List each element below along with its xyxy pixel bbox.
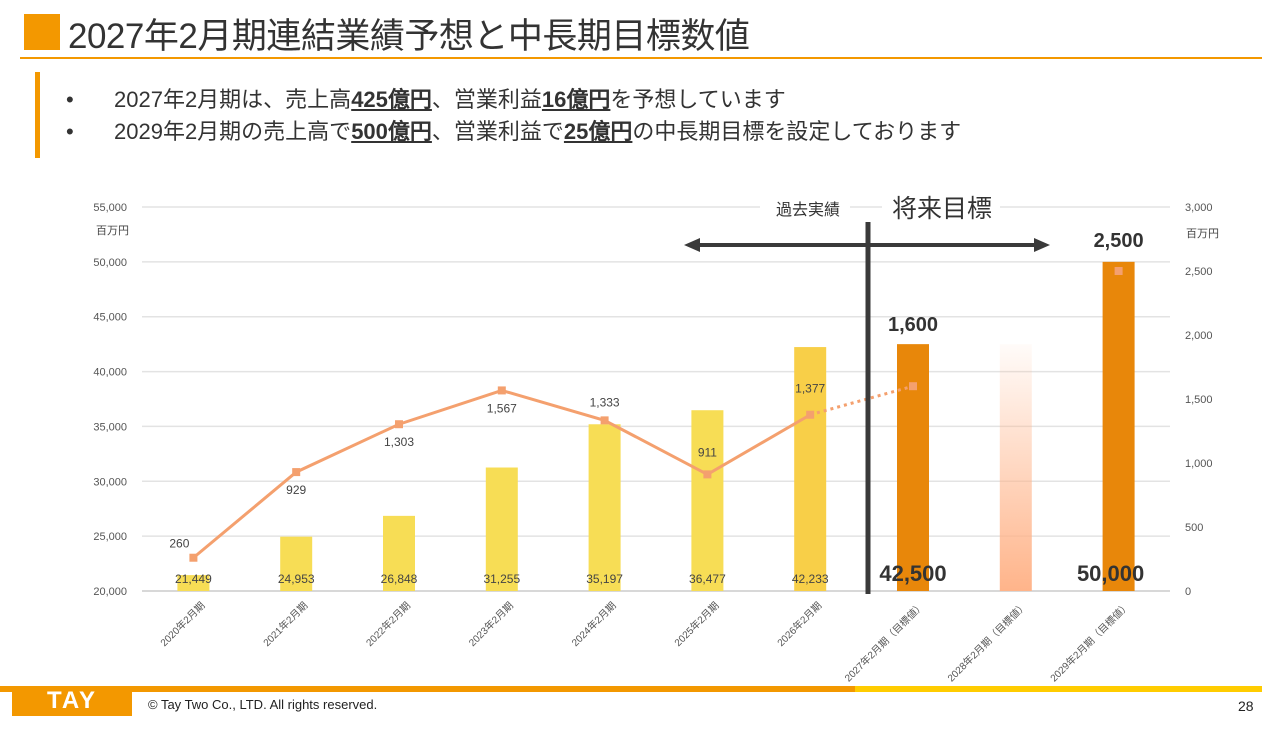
chart: 20,000 25,000 30,000 35,000 40,000 45,000 50,0… xyxy=(93,190,1219,685)
bar xyxy=(588,424,621,591)
bar-value-label: 21,449 xyxy=(175,572,212,586)
bar xyxy=(280,536,313,591)
bullet-emphasis: 25億円 xyxy=(563,119,633,144)
page-title: 2027年2月期連結業績予想と中長期目標数値 xyxy=(68,17,750,56)
left-tick-label: 45,000 xyxy=(93,312,127,324)
left-tick-label: 55,000 xyxy=(93,202,127,214)
left-tick-label: 50,000 xyxy=(93,257,127,269)
bar-value-label: 36,477 xyxy=(689,572,726,586)
left-tick-label: 30,000 xyxy=(93,476,127,488)
bullet-emphasis: 16億円 xyxy=(541,87,611,112)
category-label: 2023年2月期 xyxy=(466,599,516,649)
bullet-text: 2027年2月期は、売上高 xyxy=(114,87,352,112)
right-tick-label: 0 xyxy=(1185,586,1191,598)
bullet-list: 2027年2月期は、売上高425億円、営業利益16億円を予想しています 2029… xyxy=(66,84,961,148)
line-marker xyxy=(909,382,917,391)
category-label: 2022年2月期 xyxy=(363,599,413,649)
bullet-text: 、営業利益 xyxy=(431,87,542,112)
bullet-text: 、営業利益で xyxy=(431,119,564,144)
category-label: 2029年2月期（目標値） xyxy=(1047,599,1132,684)
category-label: 2025年2月期 xyxy=(671,599,721,649)
line-marker xyxy=(395,420,403,429)
right-tick-label: 1,500 xyxy=(1185,394,1213,406)
line-value-label: 1,377 xyxy=(795,382,825,396)
category-label: 2024年2月期 xyxy=(569,599,619,649)
bullet-text: の中長期目標を設定しております xyxy=(632,119,962,144)
bullet-emphasis: 425億円 xyxy=(351,87,432,112)
line-marker xyxy=(189,553,198,562)
bullet-item: 2027年2月期は、売上高425億円、営業利益16億円を予想しています xyxy=(66,84,961,116)
page-number: 28 xyxy=(1238,698,1254,714)
left-tick-label: 40,000 xyxy=(93,367,127,379)
bar-value-label: 31,255 xyxy=(483,572,520,586)
bullet-text: 2029年2月期の売上高で xyxy=(114,119,352,144)
line-value-label: 1,567 xyxy=(487,401,517,415)
bar-value-label: 42,233 xyxy=(792,572,829,586)
line-value-label: 929 xyxy=(286,483,306,497)
category-label: 2028年2月期（目標値） xyxy=(944,599,1029,684)
title-marker xyxy=(24,14,60,50)
line-value-label: 260 xyxy=(169,537,189,551)
line-value-label: 1,333 xyxy=(590,395,620,409)
line-marker xyxy=(497,386,506,395)
bar-value-label: 24,953 xyxy=(278,572,315,586)
label-bg xyxy=(882,190,1000,224)
bar xyxy=(897,344,929,591)
logo-text: TAY TWO xyxy=(41,687,103,744)
right-tick-label: 1,000 xyxy=(1185,458,1213,470)
bullets-accent-bar xyxy=(35,72,40,158)
line-value-label: 911 xyxy=(698,445,717,459)
arrow-left-icon xyxy=(684,238,700,252)
bar-value-label: 35,197 xyxy=(586,572,623,586)
line-marker xyxy=(806,410,815,419)
category-label: 2020年2月期 xyxy=(157,599,207,649)
bar xyxy=(485,467,518,591)
label-bg xyxy=(760,195,850,221)
bar xyxy=(383,515,415,591)
bullet-item: 2029年2月期の売上高で500億円、営業利益で25億円の中長期目標を設定してお… xyxy=(66,116,961,148)
left-tick-label: 35,000 xyxy=(93,421,127,433)
bar xyxy=(999,344,1032,591)
left-tick-label: 25,000 xyxy=(93,531,127,543)
category-label: 2027年2月期（目標値） xyxy=(842,599,927,684)
right-tick-label: 3,000 xyxy=(1185,202,1213,214)
right-tick-label: 2,000 xyxy=(1185,330,1213,342)
right-tick-label: 2,500 xyxy=(1185,266,1213,278)
left-tick-label: 20,000 xyxy=(93,586,127,598)
copyright: © Tay Two Co., LTD. All rights reserved. xyxy=(148,697,378,712)
right-tick-label: 500 xyxy=(1185,522,1203,534)
bullet-text: を予想しています xyxy=(610,87,786,112)
bullet-emphasis: 500億円 xyxy=(351,119,432,144)
line-marker xyxy=(600,416,609,425)
footer-bar-orange xyxy=(0,686,855,692)
bar xyxy=(794,347,827,591)
company-logo: TAY TWO xyxy=(12,686,132,744)
left-axis-unit: 百万円 xyxy=(96,225,129,237)
future-target-label: 将来目標 xyxy=(892,195,992,223)
bar-value-label: 42,500 xyxy=(879,561,946,586)
bar xyxy=(691,410,724,591)
bar xyxy=(177,575,210,591)
bar-value-label: 26,848 xyxy=(381,572,418,586)
arrow-right-icon xyxy=(1034,238,1050,252)
footer-bar-yellow xyxy=(855,686,1262,692)
past-results-label: 過去実績 xyxy=(776,201,840,219)
line-value-label: 1,303 xyxy=(384,435,414,449)
line-value-label: 2,500 xyxy=(1094,230,1144,252)
right-axis-unit: 百万円 xyxy=(1186,228,1219,240)
line-marker xyxy=(703,470,712,479)
category-label: 2021年2月期 xyxy=(260,599,310,649)
bar-value-label: 50,000 xyxy=(1077,561,1144,586)
bar xyxy=(1102,261,1135,591)
category-label: 2026年2月期 xyxy=(774,599,824,649)
title-divider xyxy=(20,57,1262,59)
line-marker xyxy=(292,468,301,477)
line-value-label: 1,600 xyxy=(888,314,938,336)
line-marker xyxy=(1114,267,1123,275)
